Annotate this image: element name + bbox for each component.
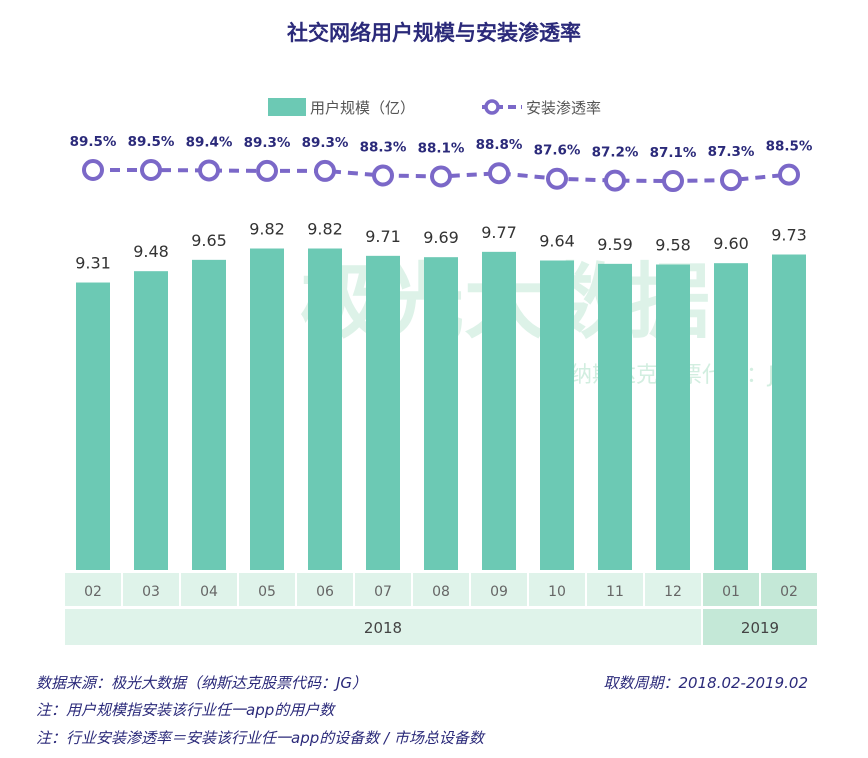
bar-value-label: 9.77: [481, 223, 517, 242]
month-cell: [297, 573, 353, 606]
line-marker-10: [662, 170, 684, 193]
month-cell: [355, 573, 411, 606]
bar-value-label: 9.65: [191, 231, 227, 250]
month-tick-label: 07: [374, 584, 392, 600]
chart-title: 社交网络用户规模与安装渗透率: [286, 21, 581, 45]
bar-value-label: 9.64: [539, 232, 575, 251]
line-value-label: 88.1%: [418, 140, 465, 156]
bar-0: [76, 282, 110, 570]
bar-5: [366, 255, 400, 570]
bar-2: [192, 259, 226, 570]
line-value-label: 89.4%: [186, 134, 233, 150]
line-marker-12: [778, 163, 800, 186]
bar-value-label: 9.82: [307, 220, 343, 239]
line-marker-0: [82, 159, 104, 181]
bar-value-label: 9.31: [75, 254, 111, 273]
month-cell: [413, 573, 469, 606]
legend-line-marker: [484, 99, 500, 115]
note-penetration: 注：行业安装渗透率＝安装该行业任一app的设备数 / 市场总设备数: [36, 729, 486, 747]
bar-1: [134, 271, 168, 570]
footer: 数据来源：极光大数据（纳斯达克股票代码：JG） 取数周期：2018.02-201…: [36, 674, 808, 747]
line-marker-1: [140, 159, 162, 181]
month-tick-label: 04: [200, 584, 218, 600]
line-value-label: 87.1%: [650, 145, 697, 161]
line-value-label: 89.5%: [128, 134, 175, 150]
line-marker-5: [372, 164, 394, 187]
bar-8: [540, 260, 574, 570]
month-tick-label: 11: [606, 584, 624, 600]
line-marker-2: [198, 159, 220, 182]
line-value-label: 89.5%: [70, 134, 117, 150]
line-marker-7: [488, 162, 510, 185]
month-tick-label: 02: [780, 584, 798, 600]
note-user-scale: 注：用户规模指安装该行业任一app的用户数: [36, 701, 336, 719]
bar-9: [598, 263, 632, 570]
year-label: 2018: [364, 619, 402, 637]
period-note: 取数周期：2018.02-2019.02: [604, 674, 808, 692]
bar-10: [656, 264, 690, 570]
legend-bar-label: 用户规模（亿）: [310, 99, 415, 117]
month-tick-label: 08: [432, 584, 450, 600]
line-marker-11: [720, 169, 742, 192]
line-value-label: 88.5%: [766, 139, 813, 155]
line-marker-3: [256, 159, 278, 182]
month-cell: [529, 573, 585, 606]
year-label: 2019: [741, 619, 779, 637]
year-cell: [65, 609, 701, 645]
month-tick-label: 12: [664, 584, 682, 600]
bar-value-label: 9.82: [249, 220, 285, 239]
month-cell: [65, 573, 121, 606]
bar-value-label: 9.71: [365, 227, 401, 246]
bar-6: [424, 257, 458, 570]
line-marker-4: [314, 159, 336, 182]
line-value-label: 88.8%: [476, 137, 523, 153]
line-value-label: 87.2%: [592, 145, 639, 161]
bar-value-label: 9.60: [713, 234, 749, 253]
month-tick-label: 09: [490, 584, 508, 600]
month-tick-label: 02: [84, 584, 102, 600]
month-cell: [123, 573, 179, 606]
month-cell: [645, 573, 701, 606]
month-tick-label: 03: [142, 584, 160, 600]
bar-value-label: 9.59: [597, 235, 633, 254]
line-marker-8: [546, 167, 568, 190]
month-cell: [587, 573, 643, 606]
year-cell: [703, 609, 817, 645]
bar-11: [714, 263, 748, 570]
line-value-label: 87.3%: [708, 144, 755, 160]
line-marker-6: [430, 165, 452, 188]
bar-4: [308, 248, 342, 571]
bar-12: [772, 254, 806, 570]
legend-line-label: 安装渗透率: [526, 99, 601, 117]
month-tick-label: 06: [316, 584, 334, 600]
month-tick-label: 10: [548, 584, 566, 600]
line-marker-9: [604, 169, 626, 192]
month-cell: [181, 573, 237, 606]
bar-value-label: 9.73: [771, 226, 807, 245]
month-tick-label: 01: [722, 584, 740, 600]
month-cell: [471, 573, 527, 606]
legend: 用户规模（亿） 安装渗透率: [268, 98, 601, 117]
month-cell: [239, 573, 295, 606]
bar-value-label: 9.69: [423, 228, 459, 247]
line-value-label: 88.3%: [360, 140, 407, 156]
line-value-label: 87.6%: [534, 143, 581, 159]
source-note: 数据来源：极光大数据（纳斯达克股票代码：JG）: [36, 674, 367, 692]
bar-value-label: 9.58: [655, 236, 691, 255]
month-cell: [703, 573, 759, 606]
month-tick-label: 05: [258, 584, 276, 600]
bar-value-label: 9.48: [133, 242, 169, 261]
month-cell: [761, 573, 817, 606]
bar-3: [250, 248, 284, 571]
bar-7: [482, 251, 516, 570]
legend-bar-swatch: [268, 98, 306, 116]
line-value-label: 89.3%: [302, 135, 349, 151]
line-value-label: 89.3%: [244, 135, 291, 151]
